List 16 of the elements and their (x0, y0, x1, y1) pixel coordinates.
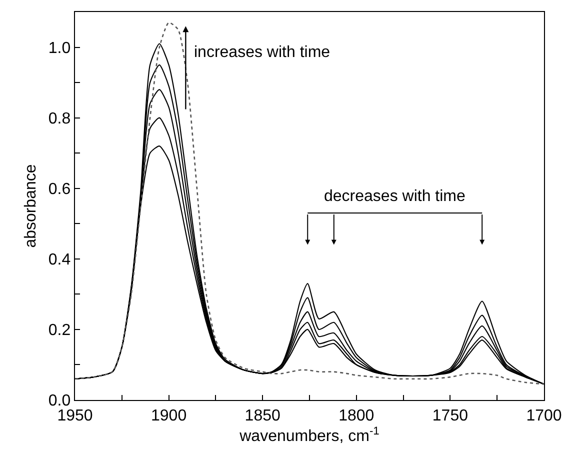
x-tick-label: 1800 (338, 407, 374, 424)
y-tick-label: 0.4 (48, 252, 71, 269)
y-tick-label: 0.6 (48, 180, 71, 198)
x-tick-label: 1950 (57, 407, 93, 424)
y-tick-label: 0.8 (48, 110, 71, 128)
x-tick-label: 1750 (432, 407, 468, 424)
annotation: decreases with time (324, 188, 466, 205)
y-tick-label: 0.2 (48, 322, 71, 340)
annotation: increases with time (194, 44, 330, 61)
y-axis-title: absorbance (22, 164, 40, 248)
x-tick-label: 1900 (151, 407, 187, 424)
y-tick-label: 0.0 (48, 392, 71, 410)
x-axis-title: wavenumbers, cm$^{-1}$ (238, 425, 380, 445)
x-tick-label: 1700 (526, 407, 562, 424)
y-tick-label: 1.0 (48, 40, 71, 57)
x-tick-label: 1850 (244, 407, 280, 424)
